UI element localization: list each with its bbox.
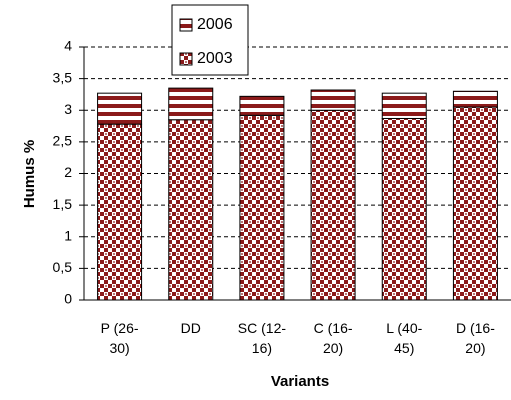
legend-swatch <box>179 52 193 66</box>
bar-segment <box>239 95 285 116</box>
x-tick-label: SC (12-16) <box>237 320 287 356</box>
y-tick-label: 2 <box>64 164 72 180</box>
bar-segment <box>310 109 356 301</box>
legend-swatch <box>179 18 193 32</box>
bar-segment <box>168 119 214 301</box>
x-tick-label: DD <box>180 320 201 336</box>
y-tick-label: 1,5 <box>53 196 73 212</box>
bar-segment <box>97 92 143 125</box>
y-tick-label: 0,5 <box>53 259 73 275</box>
legend-label: 2003 <box>197 50 233 67</box>
bar-segment <box>381 92 427 119</box>
bar-segment <box>168 87 214 121</box>
x-tick-label: C (16-20) <box>313 320 353 356</box>
x-tick-label: L (40-45) <box>386 320 423 356</box>
bar-segment <box>239 114 285 301</box>
y-tick-label: 3,5 <box>53 69 73 85</box>
bar-segment <box>97 123 143 301</box>
bar-segment <box>310 89 356 111</box>
y-tick-label: 2,5 <box>53 133 73 149</box>
y-tick-label: 4 <box>64 38 72 54</box>
y-tick-label: 0 <box>64 291 72 307</box>
y-axis-title: Humus % <box>21 140 38 208</box>
x-axis-title: Variants <box>271 373 329 390</box>
bar-segment <box>452 90 498 108</box>
bar-segment <box>452 106 498 301</box>
x-tick-label: D (16-20) <box>455 320 495 356</box>
y-tick-label: 1 <box>64 227 72 243</box>
bar-segment <box>381 117 427 301</box>
y-tick-label: 3 <box>64 101 72 117</box>
legend-label: 2006 <box>197 16 233 33</box>
x-tick-label: P (26-30) <box>100 320 139 356</box>
